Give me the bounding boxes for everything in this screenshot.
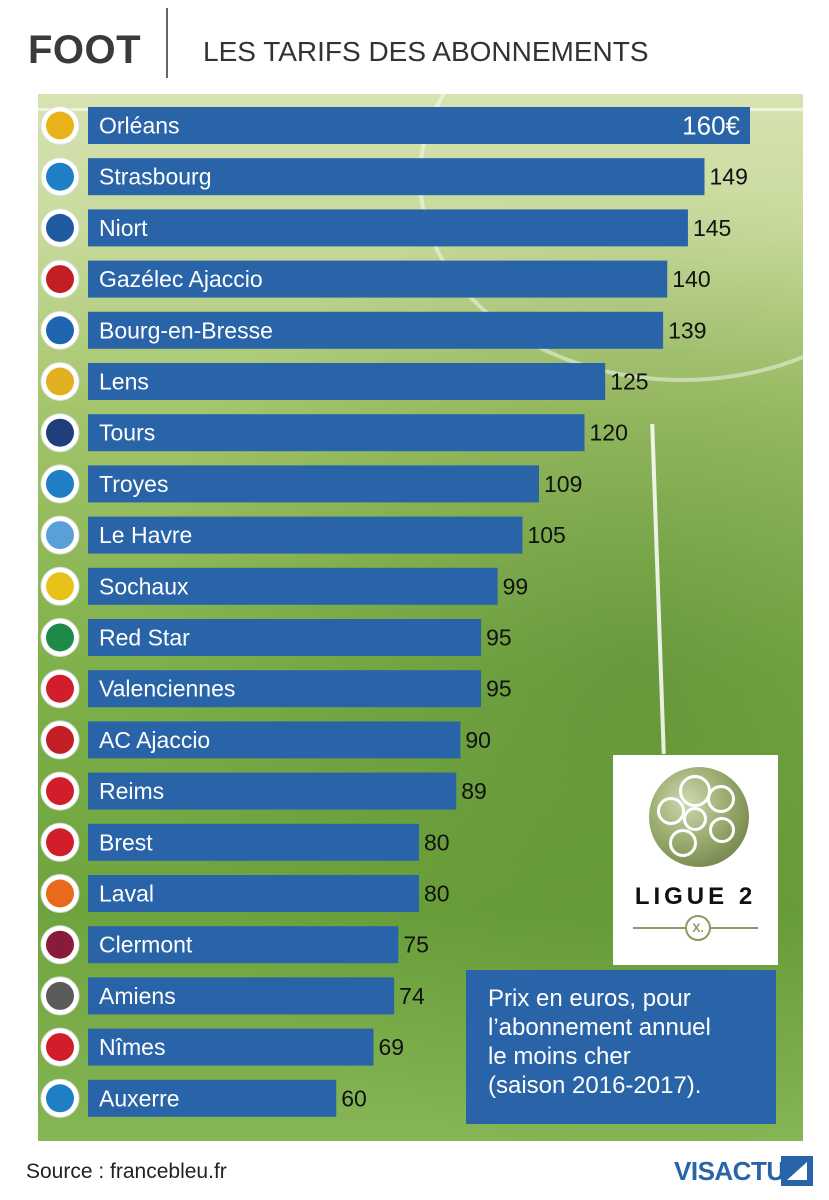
- bar-1: [88, 158, 705, 196]
- clermont-logo: [46, 930, 74, 959]
- ligue2-emblem: X.: [685, 915, 711, 941]
- nimes-logo: [46, 1033, 74, 1062]
- value-label: 89: [461, 778, 487, 804]
- bar-14: [88, 823, 419, 861]
- bar-label: Orléans: [99, 113, 180, 139]
- bar-10: [88, 619, 482, 656]
- bar-label: Auxerre: [99, 1085, 180, 1111]
- orleans-logo: [46, 111, 74, 140]
- header: FOOT LES TARIFS DES ABONNEMENTS: [0, 0, 829, 90]
- valenciennes-logo: [46, 674, 74, 703]
- bar-4: [88, 311, 664, 349]
- ligue2-text: LIGUE 2: [634, 883, 757, 910]
- section-label: FOOT: [28, 28, 142, 72]
- ligue2-ball-icon: [649, 767, 749, 867]
- bar-label: Niort: [99, 215, 148, 241]
- footer: Source : francebleu.fr VISACTU: [0, 1146, 829, 1200]
- bar-label: Lens: [99, 369, 149, 395]
- value-label: 95: [486, 625, 512, 651]
- bar-5: [88, 363, 606, 400]
- note-line: le moins cher: [488, 1043, 631, 1070]
- ac-ajaccio-logo: [46, 725, 74, 754]
- value-label: 69: [378, 1034, 404, 1060]
- bar-18: [88, 1028, 374, 1066]
- value-label: 160€: [682, 111, 740, 141]
- bar-label: Tours: [99, 420, 155, 446]
- bar-label: Reims: [99, 778, 164, 804]
- bar-2: [88, 209, 688, 247]
- brand-logo: VISACTU: [674, 1156, 785, 1186]
- bar-label: Sochaux: [99, 573, 189, 599]
- bar-label: Strasbourg: [99, 164, 212, 190]
- brest-logo: [46, 828, 74, 857]
- value-label: 99: [503, 573, 529, 599]
- page-title: LES TARIFS DES ABONNEMENTS: [203, 36, 649, 67]
- strasbourg-logo: [46, 162, 74, 191]
- bar-11: [88, 670, 482, 708]
- bar-19: [88, 1079, 337, 1117]
- bar-label: Amiens: [99, 983, 176, 1009]
- note-line: l’abonnement annuel: [488, 1014, 711, 1041]
- value-label: 74: [399, 983, 425, 1009]
- bar-9: [88, 567, 498, 605]
- bar-0: [88, 107, 750, 144]
- bar-label: AC Ajaccio: [99, 727, 210, 753]
- niort-logo: [46, 213, 74, 242]
- bar-7: [88, 465, 539, 503]
- bar-label: Le Havre: [99, 522, 192, 548]
- bar-label: Valenciennes: [99, 676, 235, 702]
- value-label: 75: [403, 932, 429, 958]
- value-label: 95: [486, 676, 512, 702]
- laval-logo: [46, 879, 74, 908]
- auxerre-logo: [46, 1084, 74, 1113]
- bar-label: Brest: [99, 829, 153, 855]
- bar-16: [88, 926, 399, 964]
- bourg-en-bresse-logo: [46, 316, 74, 345]
- note-line: Prix en euros, pour: [488, 985, 691, 1012]
- bar-8: [88, 516, 523, 554]
- brand-icon: [781, 1156, 813, 1186]
- red-star-logo: [46, 623, 74, 652]
- note-box: Prix en euros, pour l’abonnement annuel …: [466, 970, 776, 1124]
- value-label: 60: [341, 1085, 367, 1111]
- note-line: (saison 2016-2017).: [488, 1072, 702, 1099]
- reims-logo: [46, 777, 74, 806]
- bar-6: [88, 414, 585, 452]
- bar-label: Gazélec Ajaccio: [99, 266, 263, 292]
- bar-label: Laval: [99, 881, 154, 907]
- ligue2-logo: LIGUE 2 X.: [613, 755, 778, 965]
- value-label: 140: [672, 266, 710, 292]
- bar-label: Clermont: [99, 932, 193, 958]
- value-label: 109: [544, 471, 582, 497]
- troyes-logo: [46, 469, 74, 498]
- value-label: 149: [709, 164, 747, 190]
- bar-label: Troyes: [99, 471, 168, 497]
- bar-13: [88, 772, 457, 810]
- value-label: 105: [527, 522, 565, 548]
- value-label: 145: [693, 215, 731, 241]
- value-label: 120: [590, 420, 628, 446]
- bar-3: [88, 260, 668, 298]
- value-label: 139: [668, 317, 706, 343]
- bar-label: Bourg-en-Bresse: [99, 317, 273, 343]
- tours-logo: [46, 418, 74, 447]
- amiens-logo: [46, 981, 74, 1010]
- gazelec-ajaccio-logo: [46, 265, 74, 294]
- value-label: 80: [424, 881, 450, 907]
- source-credit: Source : francebleu.fr: [26, 1160, 227, 1183]
- bar-15: [88, 875, 419, 912]
- bar-17: [88, 977, 395, 1015]
- bar-label: Nîmes: [99, 1034, 165, 1060]
- value-label: 80: [424, 829, 450, 855]
- sochaux-logo: [46, 572, 74, 601]
- bar-label: Red Star: [99, 625, 190, 651]
- header-divider: [166, 8, 168, 78]
- value-label: 125: [610, 369, 648, 395]
- bar-12: [88, 721, 461, 759]
- value-label: 90: [465, 727, 491, 753]
- lens-logo: [46, 367, 74, 396]
- le-havre-logo: [46, 521, 74, 550]
